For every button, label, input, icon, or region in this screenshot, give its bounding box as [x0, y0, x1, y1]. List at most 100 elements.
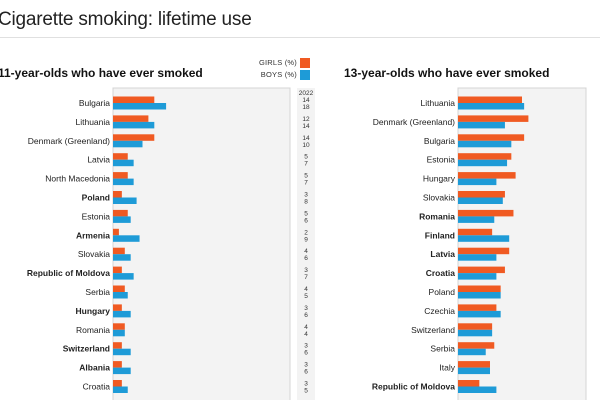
- p11-bar-boys-hungary: [113, 310, 131, 318]
- p11-value-boys-estonia: 6: [304, 217, 308, 224]
- p11-value-boys-slovakia: 6: [304, 255, 308, 262]
- p11-bar-girls-latvia: [113, 153, 128, 160]
- p13-bar-girls-bulgaria: [458, 134, 525, 141]
- p13-label-slovakia: Slovakia: [423, 193, 455, 203]
- p11-bar-boys-slovakia: [113, 254, 131, 261]
- p11-label-republic-of-moldova: Republic of Moldova: [27, 268, 110, 278]
- p11-bar-girls-lithuania: [113, 115, 149, 122]
- p11-bar-boys-croatia: [113, 386, 128, 393]
- p11-bar-boys-serbia: [113, 292, 128, 299]
- p13-bar-girls-estonia: [458, 153, 512, 160]
- p11-bar-girls-croatia: [113, 380, 122, 387]
- p13-label-romania: Romania: [419, 211, 455, 221]
- p11-value-girls-serbia: 4: [304, 286, 308, 293]
- p11-value-boys-romania: 4: [304, 331, 308, 338]
- p11-value-boys-switzerland: 6: [304, 350, 308, 357]
- p11-bar-girls-switzerland: [113, 342, 122, 349]
- p13-label-lithuania: Lithuania: [420, 98, 455, 108]
- p13-label-republic-of-moldova: Republic of Moldova: [372, 382, 455, 392]
- p13-bar-girls-romania: [458, 209, 514, 217]
- p11-bar-girls-poland: [113, 191, 122, 198]
- p11-label-croatia: Croatia: [83, 382, 111, 392]
- p13-bar-boys-republic-of-moldova: [458, 386, 497, 393]
- p13-bar-boys-slovakia: [458, 197, 503, 204]
- title-divider: [0, 37, 600, 38]
- p11-label-albania: Albania: [79, 363, 110, 373]
- p13-label-estonia: Estonia: [427, 155, 456, 165]
- p11-bar-boys-lithuania: [113, 121, 155, 129]
- p11-bar-girls-slovakia: [113, 247, 125, 255]
- p13-label-serbia: Serbia: [430, 344, 455, 354]
- p11-value-girls-hungary: 3: [304, 305, 308, 312]
- p11-label-armenia: Armenia: [76, 230, 110, 240]
- p11-label-poland: Poland: [82, 193, 110, 203]
- p11-label-lithuania: Lithuania: [75, 117, 110, 127]
- p11-value-boys-hungary: 6: [304, 312, 308, 319]
- p13-label-italy: Italy: [439, 363, 455, 373]
- p13-bar-girls-slovakia: [458, 191, 505, 198]
- p11-value-girls-romania: 4: [304, 324, 308, 331]
- p11-label-estonia: Estonia: [82, 211, 111, 221]
- p11-year-label: 2022: [299, 90, 314, 97]
- legend-girls: GIRLS (%): [259, 57, 310, 68]
- p11-bar-girls-north-macedonia: [113, 172, 128, 179]
- p11-value-girls-bulgaria: 14: [302, 97, 310, 104]
- p13-label-croatia: Croatia: [426, 268, 456, 278]
- p13-label-switzerland: Switzerland: [411, 325, 455, 335]
- p13-bar-girls-italy: [458, 361, 490, 368]
- p11-bar-boys-estonia: [113, 216, 131, 223]
- panel-title-11: 11-year-olds who have ever smoked: [0, 66, 203, 80]
- p13-bar-boys-bulgaria: [458, 140, 512, 148]
- p11-value-girls-poland: 3: [304, 192, 308, 199]
- p11-bar-boys-bulgaria: [113, 103, 167, 110]
- p11-label-denmark-greenland: Denmark (Greenland): [28, 136, 110, 146]
- p11-value-girls-estonia: 5: [304, 210, 308, 217]
- p13-label-hungary: Hungary: [423, 174, 456, 184]
- p11-bar-boys-romania: [113, 329, 125, 337]
- p11-bar-girls-romania: [113, 323, 125, 330]
- p13-bar-girls-poland: [458, 285, 501, 292]
- p13-bar-boys-croatia: [458, 273, 497, 280]
- p13-bar-boys-denmark-greenland: [458, 121, 505, 129]
- p11-bar-girls-estonia: [113, 209, 128, 217]
- p13-bar-boys-hungary: [458, 178, 497, 186]
- p11-value-boys-croatia: 5: [304, 388, 308, 395]
- p13-bar-girls-hungary: [458, 172, 516, 179]
- p11-label-romania: Romania: [76, 325, 110, 335]
- p11-value-boys-albania: 6: [304, 369, 308, 376]
- p13-bar-boys-serbia: [458, 348, 486, 356]
- p13-label-denmark-greenland: Denmark (Greenland): [373, 117, 455, 127]
- page-title: Cigarette smoking: lifetime use: [0, 9, 252, 30]
- p11-bar-girls-armenia: [113, 228, 119, 236]
- p11-label-slovakia: Slovakia: [78, 249, 110, 259]
- p11-bar-girls-bulgaria: [113, 96, 155, 103]
- p11-value-boys-serbia: 5: [304, 293, 308, 300]
- p11-value-girls-republic-of-moldova: 3: [304, 267, 308, 274]
- p11-value-girls-slovakia: 4: [304, 248, 308, 255]
- p13-bar-girls-switzerland: [458, 323, 493, 330]
- p11-label-latvia: Latvia: [87, 155, 110, 165]
- p13-bar-boys-italy: [458, 367, 490, 375]
- p11-value-girls-switzerland: 3: [304, 343, 308, 350]
- p11-value-boys-armenia: 9: [304, 236, 308, 243]
- p13-bar-boys-estonia: [458, 159, 508, 167]
- p11-value-boys-denmark-greenland: 10: [302, 142, 310, 149]
- p13-bar-boys-romania: [458, 216, 495, 223]
- p13-label-latvia: Latvia: [430, 249, 455, 259]
- p11-label-hungary: Hungary: [76, 306, 111, 316]
- p13-bar-girls-denmark-greenland: [458, 115, 529, 122]
- p11-value-boys-north-macedonia: 7: [304, 180, 308, 187]
- legend-girls-label: GIRLS (%): [258, 58, 297, 67]
- p11-bar-girls-republic-of-moldova: [113, 266, 122, 274]
- p13-label-bulgaria: Bulgaria: [424, 136, 455, 146]
- p11-bar-boys-albania: [113, 367, 131, 375]
- p11-bar-girls-denmark-greenland: [113, 134, 155, 141]
- p11-value-boys-lithuania: 14: [302, 123, 310, 130]
- p13-bar-girls-finland: [458, 228, 493, 236]
- p11-value-boys-latvia: 7: [304, 161, 308, 168]
- p13-bar-boys-poland: [458, 292, 501, 299]
- p13-bar-boys-lithuania: [458, 103, 525, 110]
- legend-boys: BOYS (%): [261, 69, 310, 80]
- p11-value-girls-croatia: 3: [304, 381, 308, 388]
